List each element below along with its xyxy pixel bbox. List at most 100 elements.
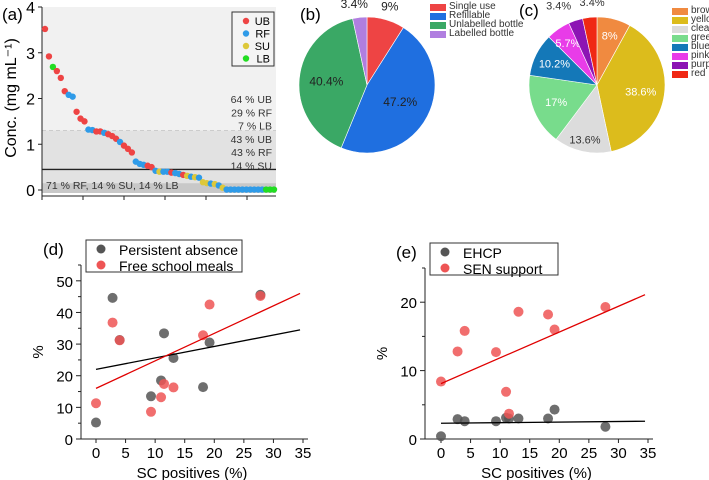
data-point xyxy=(204,337,215,348)
legend-swatch xyxy=(672,62,688,69)
pie-slice-refillable xyxy=(340,27,436,154)
slice-label: 47.2% xyxy=(383,95,417,109)
y-axis-label: Conc. (mg mL⁻¹) xyxy=(3,38,20,158)
data-point xyxy=(255,291,266,302)
data-point xyxy=(114,335,125,346)
panel-label: (d) xyxy=(43,240,64,259)
y-tick-label: 20 xyxy=(56,369,73,386)
x-tick-label: 35 xyxy=(295,445,312,462)
legend-swatch xyxy=(672,26,688,33)
y-tick-label: 30 xyxy=(56,337,73,354)
data-point xyxy=(549,324,560,335)
legend-label: brown xyxy=(691,5,709,16)
pie-slice-red xyxy=(582,16,598,86)
slice-label: 5.7% xyxy=(555,38,580,50)
annotation: 7 % LB xyxy=(238,121,272,133)
legend-swatch xyxy=(672,71,688,78)
x-tick-label: 35 xyxy=(640,445,657,462)
data-point xyxy=(159,328,170,339)
x-tick-label: 5 xyxy=(466,445,474,462)
fit-line xyxy=(95,292,301,389)
legend-marker xyxy=(242,17,250,25)
panel-label: (b) xyxy=(300,5,321,24)
legend-label: purple xyxy=(691,59,709,70)
slice-label: 13.6% xyxy=(569,134,600,146)
data-point xyxy=(504,408,515,419)
x-tick-label: 20 xyxy=(206,445,223,462)
legend-marker xyxy=(242,42,250,50)
legend-label: Labelled bottle xyxy=(449,28,514,39)
annotation: 64 % UB xyxy=(231,94,272,106)
y-tick-label: 1 xyxy=(26,137,35,154)
x-tick-label: 25 xyxy=(236,445,253,462)
data-point-UB xyxy=(53,67,61,75)
legend-marker xyxy=(242,55,250,62)
y-tick-label: 20 xyxy=(400,295,417,312)
data-point xyxy=(600,301,611,312)
pie-slice-clear xyxy=(555,84,612,154)
annotation: 29 % RF xyxy=(231,107,272,119)
legend-box xyxy=(85,239,243,273)
data-point xyxy=(491,347,502,358)
data-point xyxy=(204,299,215,310)
data-point xyxy=(459,416,470,427)
y-axis-label: % xyxy=(30,345,47,358)
x-tick-label: 10 xyxy=(147,445,164,462)
data-point-UB xyxy=(41,25,49,33)
data-point xyxy=(91,417,101,428)
slice-label: 8% xyxy=(602,31,618,43)
legend-swatch xyxy=(672,35,688,42)
y-tick-label: 4 xyxy=(26,0,35,17)
annotation: 71 % RF, 14 % SU, 14 % LB xyxy=(46,180,178,192)
annotation: 14 % SU xyxy=(231,161,272,173)
panel-label: (e) xyxy=(396,243,417,262)
x-axis-label: SC positives (%) xyxy=(137,465,248,480)
legend-label: Refillable xyxy=(449,10,491,21)
x-tick-label: 30 xyxy=(610,445,627,462)
legend-label: EHCP xyxy=(463,245,502,261)
x-tick-label: 25 xyxy=(581,445,598,462)
data-point xyxy=(159,378,170,389)
y-tick-label: 0 xyxy=(65,432,73,449)
pie-slice-labelled-bottle xyxy=(352,16,368,86)
x-tick-label: 20 xyxy=(551,445,568,462)
slice-label: 9% xyxy=(381,0,399,14)
legend-label: red xyxy=(691,68,705,79)
legend-swatch xyxy=(430,22,446,29)
y-tick-label: 0 xyxy=(409,432,417,449)
data-point xyxy=(146,391,157,402)
data-point xyxy=(156,392,167,403)
data-point xyxy=(513,306,524,317)
legend-swatch xyxy=(430,4,446,11)
data-point xyxy=(198,382,209,393)
slice-label: 17% xyxy=(545,97,567,109)
slice-label: 10.2% xyxy=(539,59,570,71)
legend-box xyxy=(429,242,559,276)
data-point xyxy=(600,421,611,432)
data-point xyxy=(501,386,512,397)
data-point-UB xyxy=(73,108,80,115)
y-axis-label: % xyxy=(374,347,391,360)
legend-label: Unlabelled bottle xyxy=(449,19,524,30)
x-tick-label: 15 xyxy=(176,445,193,462)
annotation: 43 % RF xyxy=(231,147,272,159)
data-point-UB xyxy=(81,118,88,125)
legend-label: blue xyxy=(691,41,709,52)
data-point-LB xyxy=(49,63,57,71)
data-point xyxy=(107,317,118,328)
x-tick-label: 5 xyxy=(121,445,129,462)
data-point xyxy=(107,292,118,303)
data-point xyxy=(513,413,524,424)
y-tick-label: 3 xyxy=(26,46,35,63)
data-point xyxy=(436,431,446,442)
data-point xyxy=(436,376,446,387)
legend-marker xyxy=(440,263,450,273)
y-tick-label: 10 xyxy=(400,364,417,381)
legend-label: SEN support xyxy=(463,261,542,277)
data-point xyxy=(452,346,463,357)
pie-slice-green xyxy=(528,74,598,140)
slice-label: 3.4% xyxy=(546,1,571,13)
legend-label: Free school meals xyxy=(119,258,233,274)
y-tick-label: 0 xyxy=(26,183,35,200)
data-point xyxy=(543,413,554,424)
